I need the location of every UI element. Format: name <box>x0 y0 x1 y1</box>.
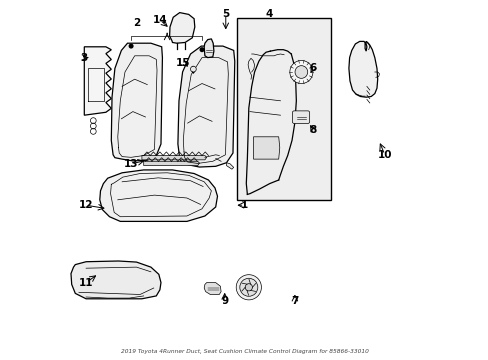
Text: 9: 9 <box>221 296 228 306</box>
Polygon shape <box>204 283 221 294</box>
Bar <box>237 18 330 200</box>
Polygon shape <box>204 39 213 58</box>
Polygon shape <box>84 47 111 115</box>
Text: 7: 7 <box>291 296 298 306</box>
Text: 11: 11 <box>79 278 93 288</box>
Polygon shape <box>71 261 161 299</box>
FancyBboxPatch shape <box>292 111 309 123</box>
Polygon shape <box>111 43 162 161</box>
Text: 8: 8 <box>308 125 316 135</box>
Text: 3: 3 <box>81 53 88 63</box>
Text: 2: 2 <box>133 18 140 28</box>
Polygon shape <box>142 156 206 160</box>
Circle shape <box>294 66 307 78</box>
Circle shape <box>200 48 203 51</box>
Polygon shape <box>169 13 194 43</box>
Circle shape <box>239 278 257 296</box>
Text: 5: 5 <box>222 9 229 19</box>
Circle shape <box>236 275 261 300</box>
Polygon shape <box>226 163 233 169</box>
Circle shape <box>129 44 133 48</box>
Text: 12: 12 <box>79 200 93 210</box>
Polygon shape <box>143 161 199 166</box>
Text: 1: 1 <box>241 200 247 210</box>
Circle shape <box>289 60 312 84</box>
Polygon shape <box>178 46 234 167</box>
Polygon shape <box>100 170 217 221</box>
Text: 6: 6 <box>308 63 316 73</box>
Polygon shape <box>348 41 377 97</box>
Circle shape <box>190 66 196 72</box>
Text: 15: 15 <box>176 58 190 68</box>
Polygon shape <box>253 137 279 159</box>
Circle shape <box>244 284 252 291</box>
Text: 10: 10 <box>377 150 391 160</box>
Text: 13: 13 <box>123 159 138 169</box>
Text: 14: 14 <box>152 15 167 25</box>
Text: 2019 Toyota 4Runner Duct, Seat Cushion Climate Control Diagram for 85866-33010: 2019 Toyota 4Runner Duct, Seat Cushion C… <box>121 348 367 354</box>
Text: 4: 4 <box>265 9 272 19</box>
